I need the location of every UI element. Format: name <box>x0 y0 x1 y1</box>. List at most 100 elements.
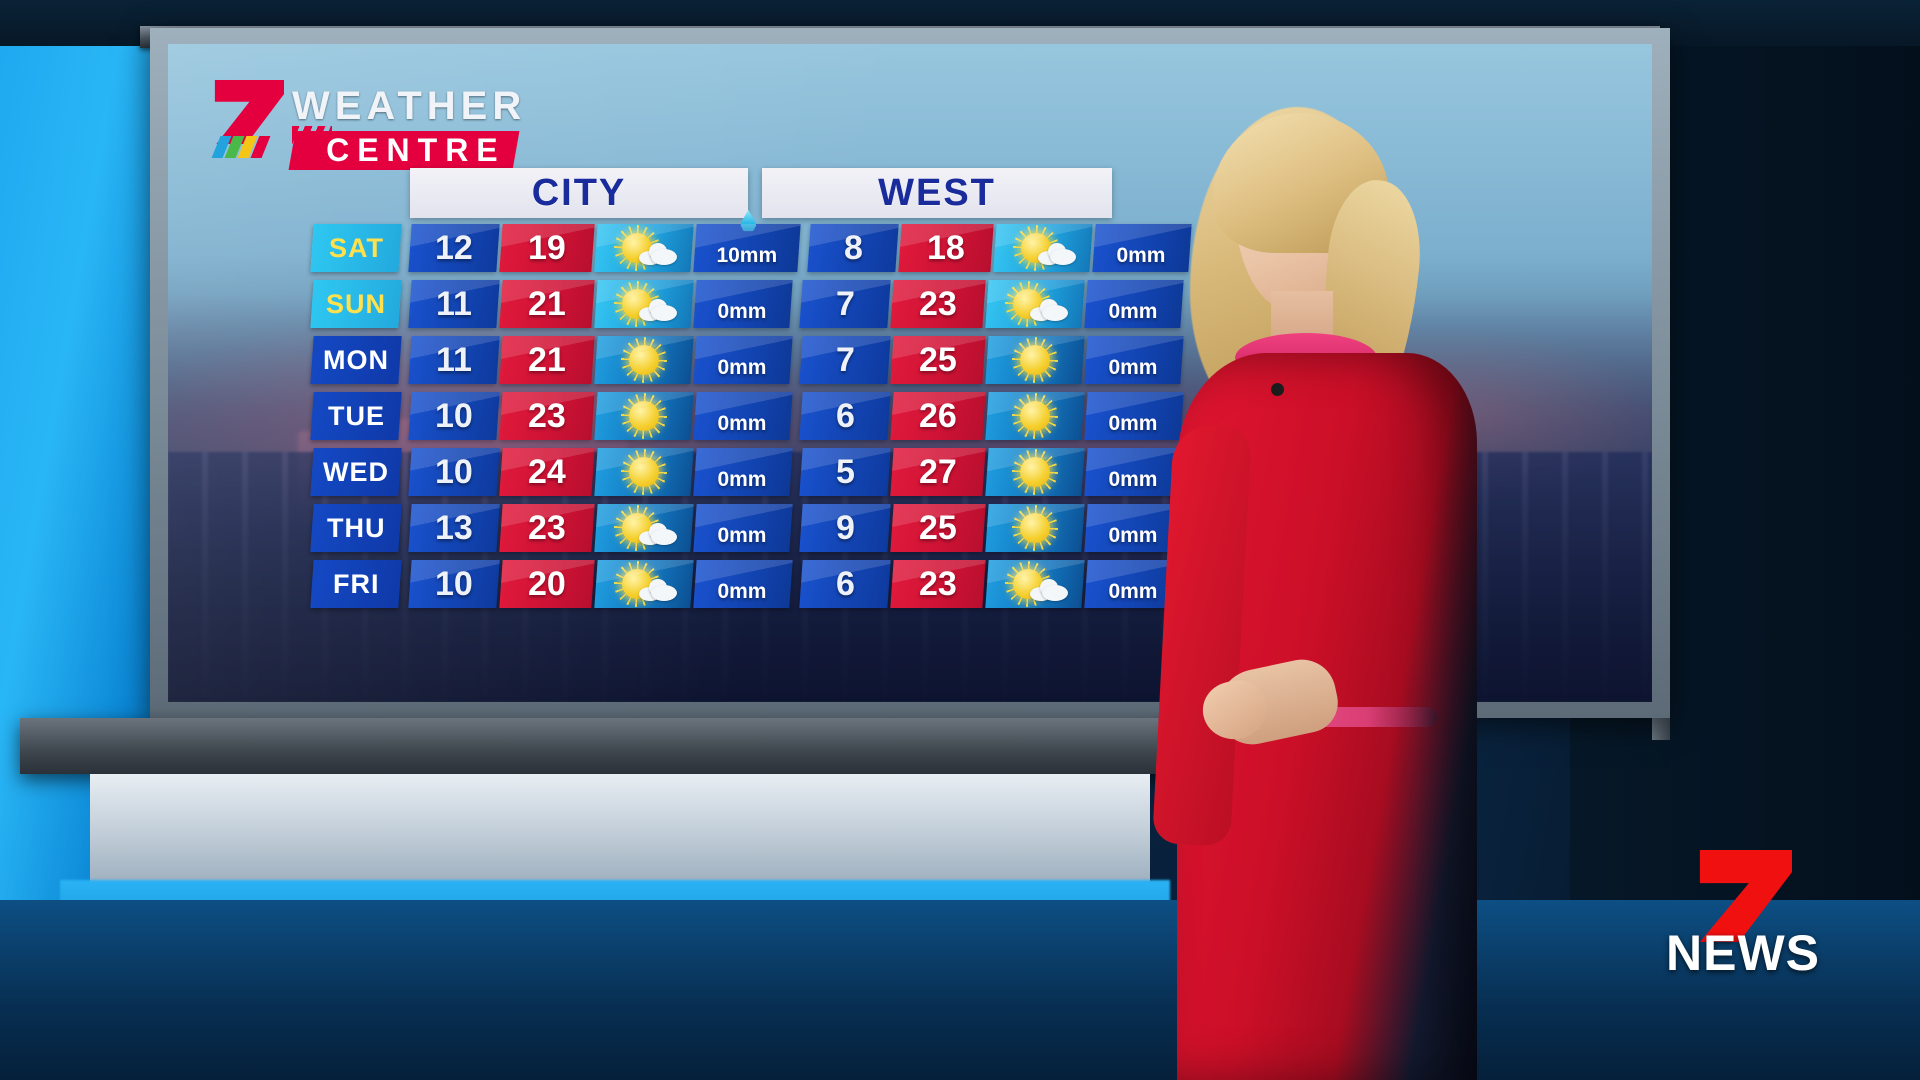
max-temp-value: 23 <box>528 396 566 435</box>
min-temp-value: 13 <box>435 508 473 547</box>
day-label-sun: SUN <box>310 280 402 328</box>
presenter <box>1085 95 1585 1080</box>
forecast-rows: SAT 12 19 10mm 8 18 0mm SUN 11 21 0mm 7 23 0mm MON 11 21… <box>310 224 1192 608</box>
partly-cloudy-icon <box>1004 561 1068 607</box>
sunny-icon <box>1004 505 1066 551</box>
logo-centre-text: CENTRE <box>326 132 506 168</box>
forecast-block-city: 13 23 0mm <box>408 504 793 552</box>
min-temp-cell-west: 7 <box>799 280 891 328</box>
min-temp-cell-city: 13 <box>408 504 500 552</box>
day-label-text: THU <box>326 512 386 543</box>
studio-desk-top <box>20 718 1200 774</box>
cloud-icon <box>637 243 677 265</box>
forecast-block-city: 10 20 0mm <box>408 560 793 608</box>
min-temp-cell-west: 6 <box>799 560 891 608</box>
rainfall-value: 10mm <box>716 244 777 267</box>
rainfall-cell-city: 0mm <box>693 448 793 496</box>
weather-icon-cell-city <box>594 336 694 384</box>
max-temp-value: 21 <box>528 340 566 379</box>
day-label-tue: TUE <box>310 392 402 440</box>
cloud-icon <box>637 579 677 601</box>
max-temp-cell-city: 23 <box>499 504 595 552</box>
min-temp-value: 8 <box>843 228 863 267</box>
max-temp-value: 23 <box>919 284 957 323</box>
cloud-icon <box>637 523 677 545</box>
max-temp-value: 19 <box>528 228 566 267</box>
partly-cloudy-icon <box>613 561 677 607</box>
forecast-block-city: 10 24 0mm <box>408 448 793 496</box>
min-temp-cell-city: 12 <box>408 224 500 272</box>
max-temp-cell-west: 25 <box>890 504 986 552</box>
day-label-text: SAT <box>328 232 384 263</box>
min-temp-value: 10 <box>435 564 473 603</box>
region-header-city: CITY <box>410 168 748 218</box>
forecast-row: THU 13 23 0mm 9 25 0mm <box>310 504 1184 552</box>
rainfall-cell-city: 10mm <box>693 224 801 272</box>
weather-icon-cell-west <box>985 280 1085 328</box>
max-temp-value: 23 <box>919 564 957 603</box>
forecast-row: MON 11 21 0mm 7 25 0mm <box>310 336 1184 384</box>
min-temp-value: 9 <box>835 508 855 547</box>
news-wordmark: NEWS <box>1666 925 1820 981</box>
day-label-text: TUE <box>327 400 385 431</box>
weather-icon-cell-west <box>985 392 1085 440</box>
max-temp-cell-west: 23 <box>890 280 986 328</box>
day-label-text: SUN <box>325 288 386 319</box>
lapel-microphone-icon <box>1271 383 1284 396</box>
max-temp-value: 25 <box>919 340 957 379</box>
max-temp-cell-city: 24 <box>499 448 595 496</box>
forecast-row: SAT 12 19 10mm 8 18 0mm <box>310 224 1192 272</box>
min-temp-value: 11 <box>436 284 472 323</box>
max-temp-value: 26 <box>919 396 957 435</box>
min-temp-value: 6 <box>835 396 855 435</box>
partly-cloudy-icon <box>613 505 677 551</box>
seven-news-bug: NEWS <box>1658 850 1828 990</box>
rainfall-cell-city: 0mm <box>693 504 793 552</box>
rainfall-value: 0mm <box>717 468 767 491</box>
day-label-text: MON <box>323 344 389 375</box>
rainfall-value: 0mm <box>717 300 767 323</box>
weather-centre-logo: WEATHER CENTRE <box>208 80 568 170</box>
forecast-board: CITY WEST SAT 12 19 10mm 8 18 0mm SUN 11 21 0mm 7 23… <box>310 168 1192 608</box>
weather-icon-cell-city <box>594 392 694 440</box>
forecast-row: FRI 10 20 0mm 6 23 0mm <box>310 560 1184 608</box>
max-temp-cell-west: 25 <box>890 336 986 384</box>
cloud-icon <box>637 299 677 321</box>
weather-icon-cell-west <box>993 224 1093 272</box>
cloud-icon <box>1036 243 1076 265</box>
min-temp-value: 6 <box>835 564 855 603</box>
region-header-west-label: WEST <box>878 171 996 214</box>
max-temp-value: 25 <box>919 508 957 547</box>
day-label-text: WED <box>323 456 389 487</box>
min-temp-cell-city: 10 <box>408 392 500 440</box>
sunny-icon <box>613 449 675 495</box>
min-temp-cell-city: 10 <box>408 560 500 608</box>
min-temp-cell-west: 9 <box>799 504 891 552</box>
partly-cloudy-icon <box>613 225 677 271</box>
rainfall-cell-city: 0mm <box>693 560 793 608</box>
region-header-city-label: CITY <box>531 171 627 214</box>
weather-icon-cell-west <box>985 504 1085 552</box>
weather-icon-cell-city <box>594 280 694 328</box>
cloud-icon <box>1028 579 1068 601</box>
max-temp-value: 20 <box>528 564 566 603</box>
rainfall-value: 0mm <box>717 524 767 547</box>
max-temp-cell-city: 21 <box>499 336 595 384</box>
min-temp-cell-west: 7 <box>799 336 891 384</box>
day-label-wed: WED <box>310 448 402 496</box>
weather-icon-cell-west <box>985 336 1085 384</box>
min-temp-cell-west: 8 <box>807 224 899 272</box>
max-temp-value: 21 <box>528 284 566 323</box>
weather-icon-cell-city <box>594 224 694 272</box>
day-label-mon: MON <box>310 336 402 384</box>
studio-floor <box>0 900 1920 1080</box>
rainfall-cell-city: 0mm <box>693 392 793 440</box>
min-temp-value: 10 <box>435 396 473 435</box>
day-label-fri: FRI <box>310 560 402 608</box>
forecast-block-city: 10 23 0mm <box>408 392 793 440</box>
partly-cloudy-icon <box>613 281 677 327</box>
rainfall-value: 0mm <box>717 356 767 379</box>
sunny-icon <box>1004 393 1066 439</box>
region-header-row: CITY WEST <box>410 168 1122 218</box>
